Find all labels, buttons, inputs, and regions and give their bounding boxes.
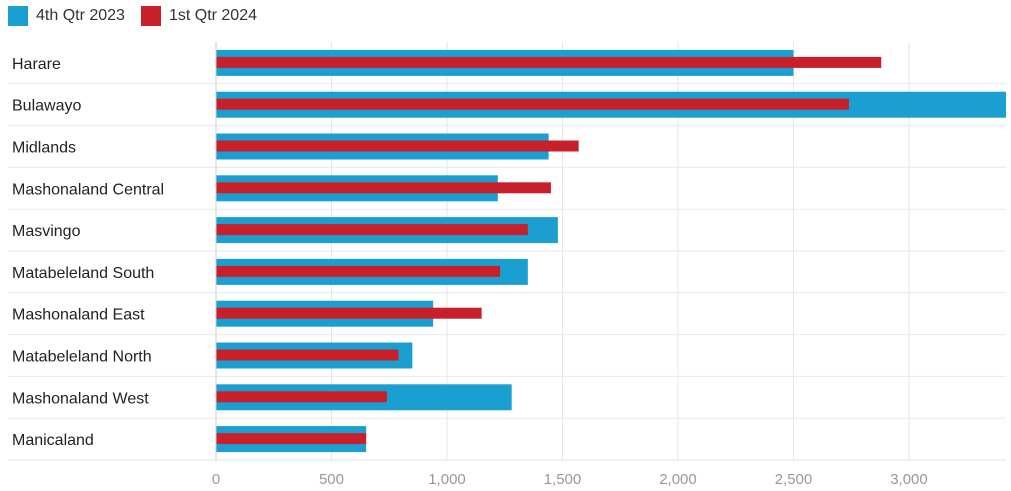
legend-label-series-1: 4th Qtr 2023 [36,7,125,24]
bar-series-2 [216,307,482,319]
category-label: Mashonaland West [12,390,149,407]
legend-item-series-2[interactable]: 1st Qtr 2024 [140,6,257,26]
category-label: Matabeleland North [12,349,152,366]
x-tick-label: 500 [319,471,344,488]
bar-series-2 [216,224,528,236]
category-label: Mashonaland East [12,307,145,324]
bar-series-2 [216,182,551,194]
x-tick-label: 1,500 [544,471,582,488]
legend-swatch-series-2 [140,6,161,26]
x-tick-label: 2,000 [659,471,697,488]
bar-series-2 [216,433,367,445]
x-tick-label: 3,000 [890,471,928,488]
bar-series-2 [216,56,882,68]
legend-swatch-series-1 [8,6,28,26]
bar-series-2 [216,140,579,152]
category-label: Harare [12,56,61,73]
category-label: Mashonaland Central [12,181,164,198]
bar-series-2 [216,391,387,403]
category-label: Manicaland [12,432,94,449]
bar-series-2 [216,265,501,277]
x-tick-label: 1,000 [428,471,466,488]
legend: 4th Qtr 2023 1st Qtr 2024 [8,6,273,26]
bar-series-2 [216,349,399,361]
category-label: Midlands [12,140,76,157]
category-label: Matabeleland South [12,265,154,282]
legend-label-series-2: 1st Qtr 2024 [168,7,257,24]
category-label: Bulawayo [12,98,81,115]
category-label: Masvingo [12,223,81,240]
x-tick-label: 2,500 [775,471,813,488]
bar-series-2 [216,98,849,110]
legend-item-series-1[interactable]: 4th Qtr 2023 [8,6,125,26]
x-tick-label: 0 [212,471,220,488]
